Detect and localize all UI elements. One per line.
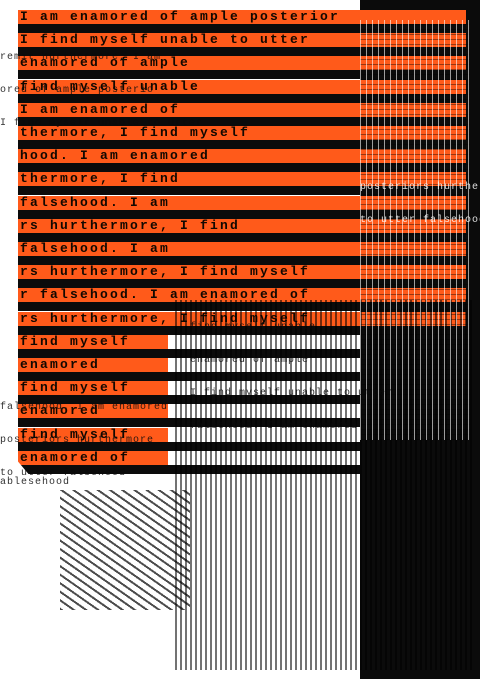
- text-band: rs hurthermore, I find myself: [18, 311, 466, 326]
- text-band: thermore, I find myself: [18, 126, 466, 140]
- text-band: find myself unable: [18, 79, 466, 94]
- band-gap: [18, 232, 466, 242]
- band-gap: [18, 116, 466, 126]
- band-gap: [18, 418, 466, 428]
- text-band: find myself: [18, 334, 168, 349]
- band-text: find myself: [20, 427, 131, 442]
- band-gap: [18, 186, 466, 196]
- band-gap: [18, 93, 466, 103]
- band-gap: [18, 70, 466, 80]
- band-gap: [18, 395, 466, 405]
- text-band: enamored of ample: [18, 56, 466, 71]
- text-band: r falsehood. I am enamored of: [18, 288, 466, 303]
- band-text: enamored: [20, 404, 101, 419]
- band-text: I am enamored of ample posterior: [20, 10, 341, 24]
- band-text: enamored: [20, 358, 101, 372]
- text-band: find myself: [18, 381, 168, 396]
- band-text: find myself unable: [20, 79, 201, 94]
- band-text: rs hurthermore, I find: [20, 218, 241, 233]
- white-diagonal-wedge: [0, 440, 200, 679]
- text-band: I am enamored of ample posterior: [18, 10, 466, 24]
- band-gap: [18, 24, 466, 33]
- band-text: enamored of ample: [20, 56, 191, 71]
- band-text: I find myself unable to utter: [20, 33, 311, 48]
- text-band: enamored: [18, 404, 168, 419]
- band-text: falsehood. I am: [20, 195, 171, 210]
- band-text: rs hurthermore, I find myself: [20, 265, 311, 280]
- band-text: rs hurthermore, I find myself: [20, 311, 311, 326]
- band-gap: [18, 348, 466, 358]
- band-gap: [18, 279, 466, 289]
- text-band: falsehood. I am: [18, 195, 466, 210]
- band-text: r falsehood. I am enamored of: [20, 288, 311, 303]
- band-text: thermore, I find: [20, 172, 181, 187]
- band-gap: [18, 325, 466, 335]
- text-band: rs hurthermore, I find: [18, 218, 466, 233]
- text-band: enamored: [18, 358, 168, 372]
- band-text: find myself: [20, 334, 131, 349]
- text-band: I find myself unable to utter: [18, 33, 466, 48]
- band-gap: [18, 209, 466, 219]
- top-white-cap: [0, 0, 356, 6]
- text-band: find myself: [18, 427, 168, 442]
- band-gap: [18, 256, 466, 265]
- text-band: thermore, I find: [18, 172, 466, 187]
- band-text: thermore, I find myself: [20, 126, 251, 140]
- text-band: I am enamored of: [18, 102, 466, 117]
- band-gap: [18, 302, 466, 312]
- band-gap: [18, 140, 466, 149]
- band-gap: [18, 47, 466, 57]
- text-band: rs hurthermore, I find myself: [18, 265, 466, 280]
- text-band: falsehood. I am: [18, 242, 466, 256]
- text-band: hood. I am enamored: [18, 149, 466, 164]
- band-text: find myself: [20, 381, 131, 396]
- band-gap: [18, 163, 466, 173]
- band-gap: [18, 372, 466, 381]
- band-text: hood. I am enamored: [20, 149, 211, 164]
- band-text: falsehood. I am: [20, 242, 171, 256]
- band-text: I am enamored of: [20, 102, 181, 117]
